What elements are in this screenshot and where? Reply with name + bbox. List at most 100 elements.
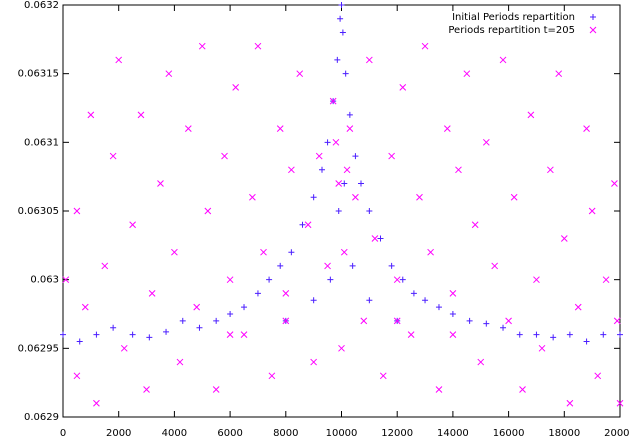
point bbox=[616, 399, 624, 407]
point bbox=[399, 276, 406, 283]
point bbox=[588, 207, 596, 215]
point bbox=[93, 331, 100, 338]
point bbox=[594, 372, 602, 380]
point bbox=[165, 70, 173, 78]
x-tick-label: 10000 bbox=[326, 428, 358, 439]
point bbox=[254, 42, 262, 50]
point bbox=[538, 344, 546, 352]
point bbox=[212, 386, 220, 393]
point bbox=[266, 276, 273, 283]
point bbox=[519, 386, 526, 393]
point bbox=[62, 276, 70, 284]
point bbox=[240, 331, 248, 338]
point bbox=[435, 304, 442, 311]
point bbox=[73, 372, 81, 380]
point bbox=[499, 56, 507, 64]
point bbox=[600, 331, 607, 338]
point bbox=[527, 111, 535, 119]
point bbox=[120, 344, 128, 352]
point bbox=[533, 276, 540, 284]
point bbox=[449, 311, 456, 317]
point bbox=[393, 317, 401, 325]
point bbox=[282, 317, 290, 325]
point bbox=[221, 152, 228, 160]
legend-marker bbox=[590, 14, 596, 20]
point bbox=[277, 262, 284, 269]
point bbox=[483, 320, 490, 327]
point bbox=[393, 276, 401, 284]
y-tick-label: 0.06295 bbox=[18, 343, 59, 354]
point bbox=[566, 399, 574, 407]
point bbox=[482, 138, 490, 146]
point bbox=[410, 290, 417, 297]
point bbox=[310, 297, 317, 304]
point bbox=[366, 297, 373, 304]
y-tick-label: 0.0631 bbox=[24, 137, 59, 148]
x-tick-label: 16000 bbox=[493, 428, 525, 439]
point bbox=[500, 324, 507, 331]
point bbox=[547, 166, 554, 174]
point bbox=[87, 111, 95, 119]
point bbox=[505, 317, 512, 325]
point bbox=[163, 328, 170, 335]
point bbox=[241, 304, 248, 311]
point bbox=[422, 297, 429, 304]
point bbox=[335, 208, 342, 214]
point bbox=[371, 235, 379, 242]
point bbox=[617, 331, 623, 338]
point bbox=[296, 70, 304, 78]
point bbox=[260, 248, 267, 256]
point bbox=[193, 303, 201, 311]
point bbox=[365, 56, 373, 64]
point bbox=[335, 180, 343, 187]
point bbox=[157, 180, 164, 187]
point bbox=[110, 324, 117, 331]
point bbox=[471, 221, 479, 229]
x-tick-label: 0 bbox=[60, 428, 66, 439]
point bbox=[226, 276, 234, 284]
y-tick-label: 0.0629 bbox=[24, 412, 59, 423]
point bbox=[288, 249, 295, 256]
point bbox=[93, 399, 100, 407]
point bbox=[466, 317, 473, 324]
point bbox=[137, 111, 145, 119]
x-tick-label: 2000 bbox=[106, 428, 131, 439]
point bbox=[101, 262, 109, 270]
y-tick-label: 0.063 bbox=[30, 275, 59, 286]
point bbox=[176, 358, 184, 366]
point bbox=[179, 317, 186, 324]
legend-label: Initial Periods repartition bbox=[452, 12, 575, 23]
point bbox=[341, 180, 348, 187]
point bbox=[388, 262, 395, 269]
point bbox=[129, 221, 136, 229]
point bbox=[76, 338, 83, 345]
point bbox=[399, 84, 407, 91]
point bbox=[346, 125, 354, 132]
point bbox=[388, 152, 395, 160]
point bbox=[435, 386, 443, 393]
point bbox=[171, 248, 178, 256]
point bbox=[315, 152, 323, 160]
point bbox=[304, 221, 312, 229]
point bbox=[449, 331, 457, 338]
point bbox=[226, 331, 234, 338]
point bbox=[449, 290, 457, 297]
point bbox=[352, 153, 359, 160]
point bbox=[184, 125, 192, 132]
legend-marker bbox=[589, 26, 597, 34]
point bbox=[148, 290, 156, 297]
point bbox=[583, 338, 590, 345]
point bbox=[288, 166, 295, 174]
point bbox=[299, 221, 306, 228]
point bbox=[319, 166, 326, 173]
point bbox=[60, 331, 66, 338]
point bbox=[343, 166, 351, 174]
x-tick-label: 4000 bbox=[162, 428, 187, 439]
point bbox=[611, 180, 618, 187]
y-tick-label: 0.0632 bbox=[24, 0, 59, 11]
point bbox=[516, 331, 523, 338]
point bbox=[310, 358, 318, 366]
x-tick-label: 20000 bbox=[604, 428, 630, 439]
point bbox=[334, 56, 341, 63]
